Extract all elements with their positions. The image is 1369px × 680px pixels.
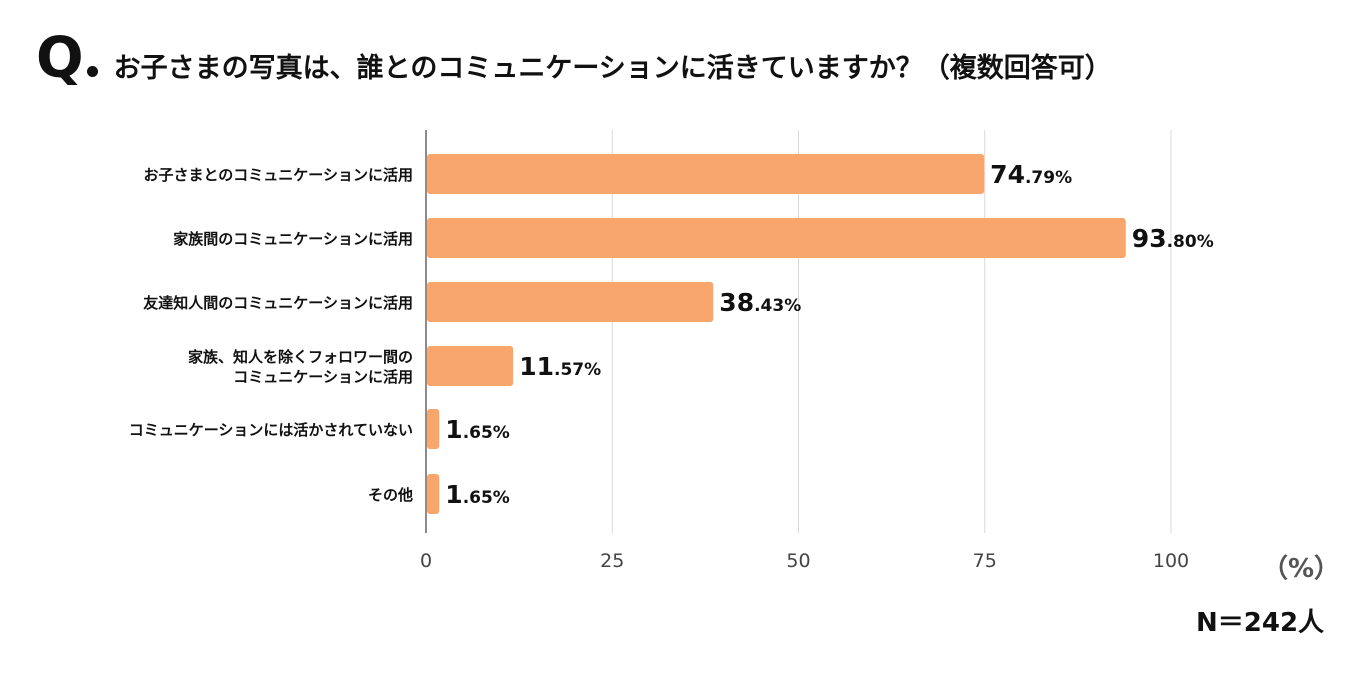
q-dot	[86, 66, 98, 77]
x-tick-label: 0	[420, 550, 432, 572]
x-tick-label: 75	[973, 550, 997, 572]
bar	[427, 409, 440, 449]
bar	[427, 282, 714, 322]
bar	[427, 218, 1126, 258]
x-tick-label: 100	[1153, 550, 1189, 572]
bar	[427, 346, 514, 386]
category-label: その他	[368, 486, 413, 504]
data-label: 1.65%	[445, 480, 510, 509]
category-label: 家族間のコミュニケーションに活用	[173, 230, 413, 248]
data-label: 93.80%	[1132, 224, 1214, 253]
x-tick-label: 50	[786, 550, 810, 572]
sample-size: N＝242人	[1196, 608, 1325, 638]
category-label: お子さまとのコミュニケーションに活用	[143, 166, 413, 184]
data-label: 1.65%	[445, 415, 510, 444]
question-header: Q お子さまの写真は、誰とのコミュニケーションに活きていますか？（複数回答可）	[36, 26, 1112, 96]
category-label: コミュニケーションには活かされていない	[129, 421, 413, 439]
category-label: 家族、知人を除くフォロワー間のコミュニケーションに活用	[188, 348, 413, 386]
x-tick-label: 25	[600, 550, 624, 572]
data-label: 74.79%	[990, 160, 1072, 189]
data-label: 38.43%	[719, 288, 801, 317]
q-mark: Q	[36, 26, 84, 91]
data-label: 11.57%	[519, 352, 601, 381]
bar	[427, 154, 985, 194]
question-title: お子さまの写真は、誰とのコミュニケーションに活きていますか？（複数回答可）	[113, 53, 1112, 84]
bar	[427, 474, 440, 514]
unit-label: （%）	[1262, 554, 1341, 584]
category-label: 友達知人間のコミュニケーションに活用	[143, 294, 413, 312]
